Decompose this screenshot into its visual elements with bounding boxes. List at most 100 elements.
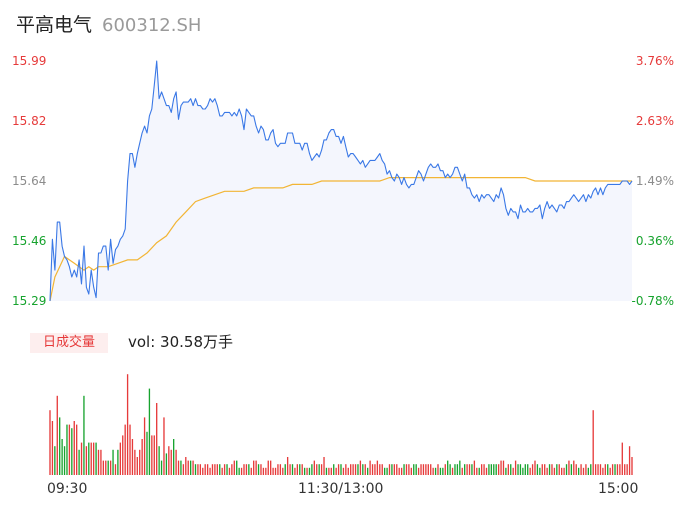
volume-bar	[100, 449, 102, 475]
volume-bar	[107, 460, 109, 475]
volume-bar	[262, 467, 265, 475]
volume-bar	[517, 464, 519, 475]
volume-bar	[500, 460, 502, 475]
volume-bar	[519, 464, 522, 475]
volume-bar	[209, 467, 211, 475]
volume-bar	[393, 464, 396, 475]
volume-bar	[267, 460, 269, 475]
volume-bar	[565, 464, 568, 475]
volume-bar	[260, 464, 262, 475]
volume-bar	[311, 464, 313, 475]
volume-bar	[122, 435, 124, 475]
volume-bar	[78, 449, 80, 475]
price-tick-label: 15.99	[12, 54, 47, 68]
volume-bar	[151, 435, 153, 475]
volume-bar	[628, 446, 631, 475]
volume-bar	[153, 435, 155, 475]
volume-bar	[73, 421, 75, 475]
volume-bar	[514, 460, 517, 475]
volume-bar	[427, 464, 429, 475]
volume-bar	[522, 467, 524, 475]
volume-bar	[420, 464, 422, 475]
volume-bar	[272, 467, 274, 475]
stock-code: 600312.SH	[102, 15, 202, 36]
volume-bar	[279, 464, 282, 475]
volume-bar	[228, 467, 231, 475]
volume-bar	[243, 464, 245, 475]
volume-bar	[61, 439, 63, 475]
volume-bar	[621, 442, 623, 475]
volume-bar	[386, 467, 388, 475]
volume-bar	[485, 467, 488, 475]
volume-bar	[88, 442, 90, 475]
volume-bar	[134, 449, 136, 475]
price-tick-label: 15.46	[12, 234, 47, 248]
volume-bar	[371, 464, 374, 475]
volume-bar	[437, 464, 439, 475]
volume-bar	[510, 464, 512, 475]
volume-bar	[490, 464, 493, 475]
volume-bar	[599, 464, 602, 475]
stock-title: 平高电气 600312.SH	[16, 10, 201, 37]
volume-bar	[296, 464, 299, 475]
volume-bar	[114, 464, 117, 475]
volume-bar	[597, 464, 599, 475]
volume-bar	[337, 464, 340, 475]
volume-bar	[495, 464, 497, 475]
volume-bar	[333, 464, 335, 475]
volume-bar	[379, 464, 381, 475]
volume-bar	[170, 449, 172, 475]
volume-bar	[102, 460, 105, 475]
volume-bar	[466, 464, 468, 475]
volume-bar	[189, 460, 192, 475]
volume-bar	[422, 464, 425, 475]
volume-bar	[51, 421, 54, 475]
price-line	[49, 60, 633, 302]
volume-bar	[551, 464, 553, 475]
volume-bar	[444, 464, 446, 475]
volume-bar	[160, 460, 163, 475]
volume-bar	[192, 460, 194, 475]
volume-bar	[536, 464, 539, 475]
volume-bar	[136, 457, 138, 475]
volume-bar	[434, 467, 437, 475]
volume-bar	[131, 439, 134, 475]
volume-bar	[175, 449, 177, 475]
volume-bar	[611, 464, 614, 475]
x-tick-midday: 11:30/13:00	[298, 481, 384, 497]
volume-bar	[245, 464, 248, 475]
volume-bar	[546, 467, 548, 475]
volume-bar	[226, 464, 228, 475]
volume-bar	[403, 464, 405, 475]
volume-bar	[223, 464, 226, 475]
volume-bar	[119, 442, 121, 475]
volume-bar	[417, 467, 420, 475]
volume-bar	[325, 467, 328, 475]
volume-bar	[117, 449, 119, 475]
volume-bar	[607, 464, 609, 475]
volume-bar	[182, 464, 185, 475]
volume-bar	[301, 464, 303, 475]
volume-bar	[286, 457, 289, 475]
volume-bar	[357, 464, 359, 475]
volume-readout: vol: 30.58万手	[128, 333, 233, 351]
volume-bar	[362, 464, 364, 475]
volume-bar	[214, 464, 216, 475]
volume-bar	[236, 460, 238, 475]
pct-tick-label: 1.49%	[635, 174, 674, 188]
volume-bar	[582, 467, 585, 475]
volume-bar	[631, 457, 633, 475]
volume-bar	[76, 424, 78, 475]
volume-bar	[539, 467, 541, 475]
volume-bar	[364, 464, 366, 475]
volume-bar	[342, 467, 345, 475]
volume-bar	[294, 467, 296, 475]
volume-bar	[604, 464, 606, 475]
volume-bar	[204, 464, 206, 475]
volume-bar	[323, 457, 325, 475]
volume-bar	[587, 467, 590, 475]
volume-bar	[483, 464, 485, 475]
volume-bar	[350, 464, 352, 475]
pct-tick-label: -0.78%	[631, 294, 674, 308]
